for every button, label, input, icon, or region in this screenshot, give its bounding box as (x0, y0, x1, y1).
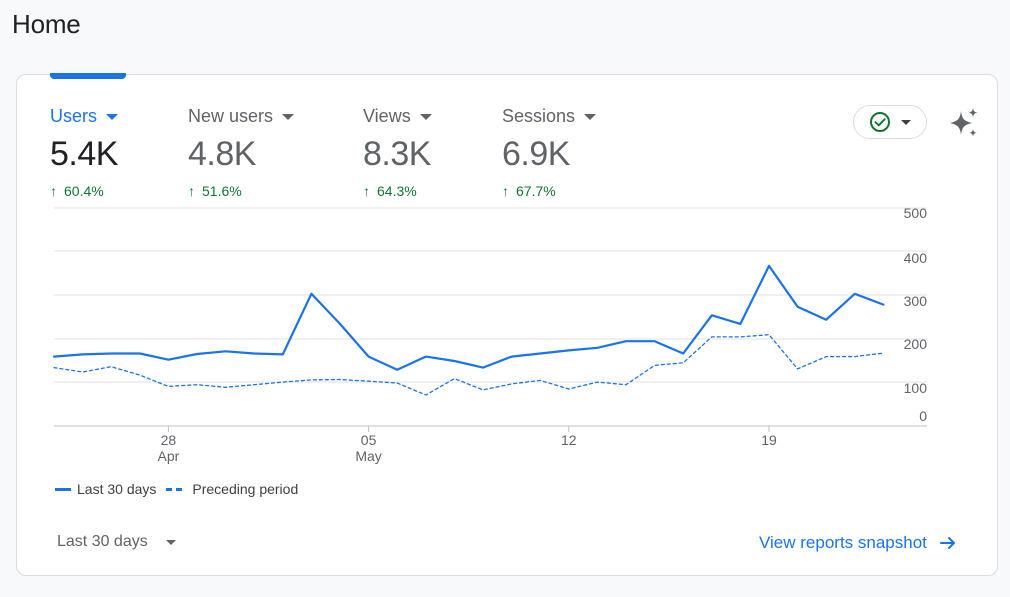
arrow-up-icon: ↑ (363, 183, 370, 199)
data-status-dropdown[interactable] (853, 105, 927, 139)
caret-down-icon[interactable] (584, 114, 597, 120)
y-tick-label: 200 (904, 336, 928, 352)
metric-sessions-value: 6.9K (502, 135, 570, 173)
x-tick-label: 28 (161, 432, 177, 448)
caret-down-icon[interactable] (282, 114, 295, 120)
sparkle-icon[interactable] (947, 107, 981, 144)
overview-card: Users 5.4K ↑ 60.4% New users 4.8K ↑ 51.6… (16, 73, 998, 576)
arrow-up-icon: ↑ (50, 183, 57, 199)
y-tick-label: 300 (904, 293, 928, 309)
chart-legend: Last 30 days Preceding period (55, 481, 308, 497)
metric-users-change: ↑ 60.4% (50, 183, 118, 199)
metric-views-label: Views (363, 105, 411, 126)
metric-new-users-label: New users (188, 105, 274, 126)
caret-down-icon[interactable] (419, 114, 432, 120)
metric-new-users-value: 4.8K (188, 135, 256, 173)
metric-sessions-change: ↑ 67.7% (502, 183, 596, 199)
metric-new-users[interactable]: New users 4.8K ↑ 51.6% (188, 105, 295, 199)
x-tick-label: 05 (361, 432, 377, 448)
chevron-down-icon (165, 539, 176, 545)
metric-views[interactable]: Views 8.3K ↑ 64.3% (363, 105, 432, 199)
metric-new-users-change: ↑ 51.6% (188, 183, 294, 199)
legend-previous-label: Preceding period (192, 481, 299, 497)
x-tick-label: 12 (561, 432, 577, 448)
y-tick-label: 500 (904, 205, 928, 221)
check-circle-icon (870, 112, 890, 132)
legend-dashed-line-icon (166, 487, 185, 491)
metric-users-label: Users (50, 105, 98, 126)
x-tick-month-label: May (355, 448, 381, 464)
view-reports-snapshot-link[interactable]: View reports snapshot (759, 533, 957, 553)
chevron-down-icon (901, 119, 911, 125)
view-reports-snapshot-label: View reports snapshot (759, 533, 927, 552)
arrow-up-icon: ↑ (502, 183, 509, 199)
x-tick-label: 19 (761, 432, 777, 448)
date-range-dropdown[interactable]: Last 30 days (57, 533, 176, 551)
metric-sessions-change-value: 67.7% (516, 183, 556, 199)
series-line-last-30-days (52, 264, 885, 371)
arrow-up-icon: ↑ (188, 183, 195, 199)
metric-new-users-change-value: 51.6% (202, 183, 242, 199)
metric-users[interactable]: Users 5.4K ↑ 60.4% (50, 105, 119, 200)
metric-users-value: 5.4K (50, 135, 118, 173)
legend-previous[interactable]: Preceding period (166, 481, 298, 497)
metric-users-change-value: 60.4% (64, 183, 104, 199)
y-tick-label: 100 (904, 380, 928, 396)
series-line-preceding-period (53, 334, 885, 396)
metric-sessions-label: Sessions (502, 105, 576, 126)
date-range-label: Last 30 days (57, 533, 148, 550)
legend-solid-line-icon (55, 487, 71, 491)
metric-views-change-value: 64.3% (377, 183, 417, 199)
page-title: Home (12, 9, 81, 39)
metric-views-value: 8.3K (363, 135, 431, 173)
legend-current[interactable]: Last 30 days (55, 481, 156, 497)
arrow-right-icon (939, 537, 955, 549)
x-tick-month-label: Apr (158, 448, 180, 464)
y-tick-label: 0 (919, 408, 927, 424)
y-tick-label: 400 (904, 250, 928, 266)
legend-current-label: Last 30 days (77, 481, 157, 497)
metric-views-change: ↑ 64.3% (363, 183, 432, 199)
active-metric-indicator (50, 73, 126, 79)
caret-down-icon[interactable] (106, 114, 119, 120)
metric-sessions[interactable]: Sessions 6.9K ↑ 67.7% (502, 105, 597, 199)
